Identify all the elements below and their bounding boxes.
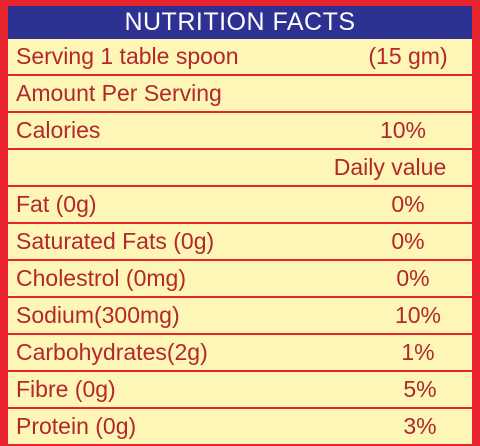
row-label: Cholestrol (0mg) bbox=[16, 265, 186, 291]
table-row: Serving 1 table spoon (15 gm) bbox=[8, 39, 472, 76]
table-row: Saturated Fats (0g) 0% bbox=[8, 224, 472, 261]
row-label: Fat (0g) bbox=[16, 191, 97, 217]
row-value: 0% bbox=[396, 265, 430, 291]
row-value: 3% bbox=[403, 413, 437, 439]
row-value: 0% bbox=[391, 228, 425, 254]
row-label: Protein (0g) bbox=[16, 413, 137, 439]
nutrition-facts-panel: NUTRITION FACTS Serving 1 table spoon (1… bbox=[8, 6, 472, 444]
nutrition-facts-title: NUTRITION FACTS bbox=[8, 6, 472, 39]
row-value: 1% bbox=[401, 339, 435, 365]
row-value: (15 gm) bbox=[368, 43, 448, 69]
table-row: Fibre (0g) 5% bbox=[8, 372, 472, 409]
table-row: Protein (0g) 3% bbox=[8, 409, 472, 446]
table-row: Cholestrol (0mg) 0% bbox=[8, 261, 472, 298]
table-row: Sodium(300mg) 10% bbox=[8, 298, 472, 335]
table-row: Daily value bbox=[8, 150, 472, 187]
table-row: Carbohydrates(2g) 1% bbox=[8, 335, 472, 372]
row-label: Fibre (0g) bbox=[16, 376, 116, 402]
row-label: Carbohydrates(2g) bbox=[16, 339, 208, 365]
row-value: 10% bbox=[379, 117, 427, 143]
row-value: 10% bbox=[394, 302, 442, 328]
row-label: Calories bbox=[16, 117, 101, 143]
row-value: 0% bbox=[391, 191, 425, 217]
row-label: Saturated Fats (0g) bbox=[16, 228, 215, 254]
table-row: Calories 10% bbox=[8, 113, 472, 150]
row-label: Serving 1 table spoon bbox=[16, 43, 239, 69]
table-row: Amount Per Serving bbox=[8, 76, 472, 113]
row-value: Daily value bbox=[333, 154, 447, 180]
row-label: Amount Per Serving bbox=[16, 80, 222, 106]
table-row: Fat (0g) 0% bbox=[8, 187, 472, 224]
row-value bbox=[344, 76, 472, 111]
row-label: Sodium(300mg) bbox=[16, 302, 180, 328]
row-value: 5% bbox=[403, 376, 437, 402]
